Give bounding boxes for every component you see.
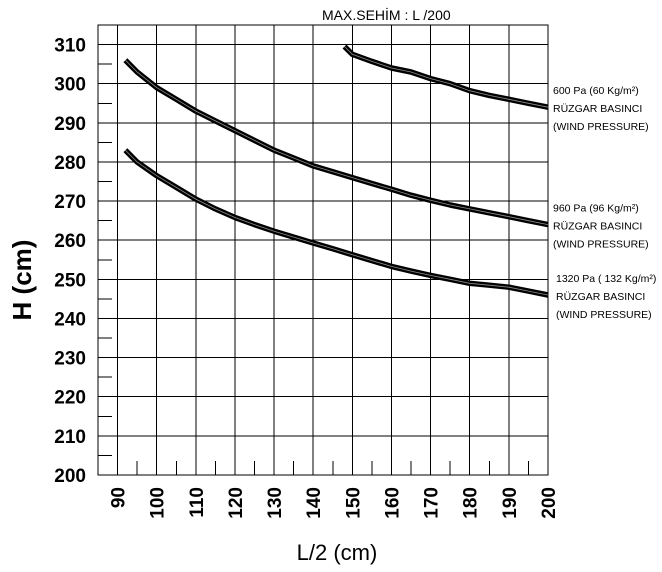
series-group	[123, 44, 549, 298]
x-tick-label: 110	[187, 487, 208, 518]
x-tick-label: 150	[343, 487, 364, 519]
x-tick-label: 180	[461, 487, 482, 519]
series-line-1-highlight	[344, 46, 549, 108]
x-tick-label: 100	[148, 487, 169, 519]
y-tick-label: 250	[54, 270, 86, 291]
y-tick-label: 220	[54, 388, 86, 409]
x-tick-label: 130	[265, 487, 286, 519]
x-tick-label: 160	[382, 487, 403, 519]
x-tick-label: 200	[539, 487, 560, 519]
series-annotation-3-line-3: (WIND PRESSURE)	[556, 309, 652, 321]
x-tick-label: 120	[226, 487, 247, 519]
y-tick-label: 230	[54, 349, 86, 370]
x-tick-label: 170	[422, 487, 443, 519]
series-annotation-1-line-2: RÜZGAR BASINCI	[553, 103, 642, 115]
series-annotation-1-line-1: 600 Pa (60 Kg/m²)	[553, 85, 639, 97]
y-tick-label: 310	[54, 36, 86, 57]
y-tick-label: 200	[54, 466, 86, 487]
series-line-1	[342, 44, 549, 110]
x-tick-label: 140	[304, 487, 325, 519]
y-tick-label: 300	[54, 75, 86, 96]
x-tick-label: 90	[109, 487, 130, 508]
y-tick-label: 280	[54, 153, 86, 174]
series-line-2	[123, 58, 549, 228]
y-axis: 200 210 220 230 240 250 260 270 280 290 300 310	[54, 36, 86, 487]
series-line-2-highlight	[125, 59, 549, 225]
y-tick-label: 260	[54, 231, 86, 252]
y-tick-label: 270	[54, 192, 86, 213]
x-axis: 90 100 110 120 130 140 150 160 170 180 190 200	[109, 487, 560, 519]
x-tick-label: 190	[500, 487, 521, 519]
grid	[97, 24, 549, 476]
y-tick-label: 210	[54, 427, 86, 448]
series-annotation-2-line-1: 960 Pa (96 Kg/m²)	[553, 203, 639, 215]
series-annotation-2-line-3: (WIND PRESSURE)	[553, 239, 649, 251]
series-annotation-1-line-3: (WIND PRESSURE)	[553, 121, 649, 133]
x-axis-label: L/2 (cm)	[297, 540, 378, 565]
series-annotation-3-line-2: RÜZGAR BASINCI	[556, 291, 645, 303]
series-line-3-highlight	[125, 149, 549, 296]
y-tick-label: 290	[54, 114, 86, 135]
y-tick-label: 240	[54, 309, 86, 330]
series-annotation-3-line-1: 1320 Pa ( 132 Kg/m²)	[556, 273, 656, 285]
chart-title: MAX.SEHİM : L /200	[322, 6, 451, 23]
series-annotation-2-line-2: RÜZGAR BASINCI	[553, 221, 642, 233]
y-axis-label: H (cm)	[7, 240, 37, 321]
series-annotations: 600 Pa (60 Kg/m²) RÜZGAR BASINCI (WIND PRE…	[553, 85, 656, 321]
